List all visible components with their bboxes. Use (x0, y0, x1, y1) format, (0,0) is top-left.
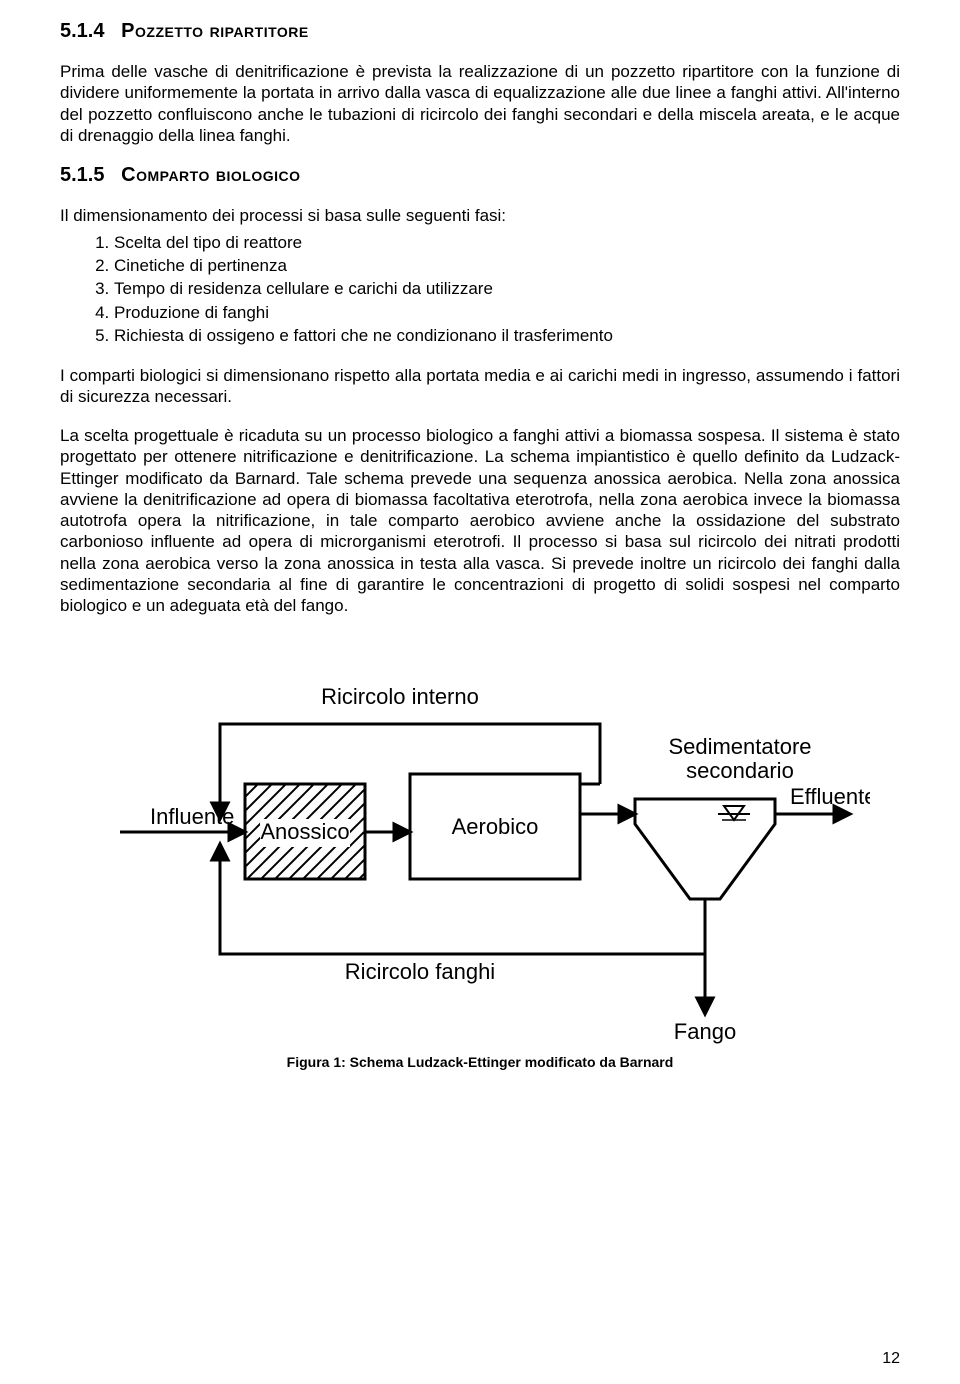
section-heading-5-1-4: 5.1.4 Pozzetto ripartitore (60, 20, 900, 43)
list-item: Scelta del tipo di reattore (114, 232, 900, 254)
sedimentatore-label-2: secondario (686, 758, 794, 783)
anossico-label: Anossico (260, 819, 349, 844)
ricircolo-interno-label: Ricircolo interno (321, 684, 479, 709)
list-item: Richiesta di ossigeno e fattori che ne c… (114, 325, 900, 347)
list-item: Produzione di fanghi (114, 302, 900, 324)
list-item: Tempo di residenza cellulare e carichi d… (114, 278, 900, 300)
sec1-paragraph: Prima delle vasche di denitrificazione è… (60, 61, 900, 146)
ludzack-ettinger-diagram: Anossico Aerobico Sedimentatore secondar… (90, 644, 870, 1044)
sec2-intro: Il dimensionamento dei processi si basa … (60, 205, 900, 226)
section-title: Comparto biologico (121, 164, 300, 186)
list-item: Cinetiche di pertinenza (114, 255, 900, 277)
aerobico-label: Aerobico (452, 814, 539, 839)
section-number: 5.1.4 (60, 20, 104, 42)
section-title: Pozzetto ripartitore (121, 20, 309, 42)
process-phase-list: Scelta del tipo di reattore Cinetiche di… (96, 232, 900, 346)
page-number: 12 (882, 1350, 900, 1368)
section-number: 5.1.5 (60, 164, 104, 186)
figure-caption: Figura 1: Schema Ludzack-Ettinger modifi… (60, 1054, 900, 1070)
influente-label: Influente (150, 804, 234, 829)
sedimentatore-label-1: Sedimentatore (668, 734, 811, 759)
effluente-label: Effluente (790, 784, 870, 809)
section-heading-5-1-5: 5.1.5 Comparto biologico (60, 164, 900, 187)
fango-label: Fango (674, 1019, 736, 1044)
sec2-p3: La scelta progettuale è ricaduta su un p… (60, 425, 900, 616)
sec2-p2: I comparti biologici si dimensionano ris… (60, 365, 900, 408)
ricircolo-fanghi-label: Ricircolo fanghi (345, 959, 495, 984)
